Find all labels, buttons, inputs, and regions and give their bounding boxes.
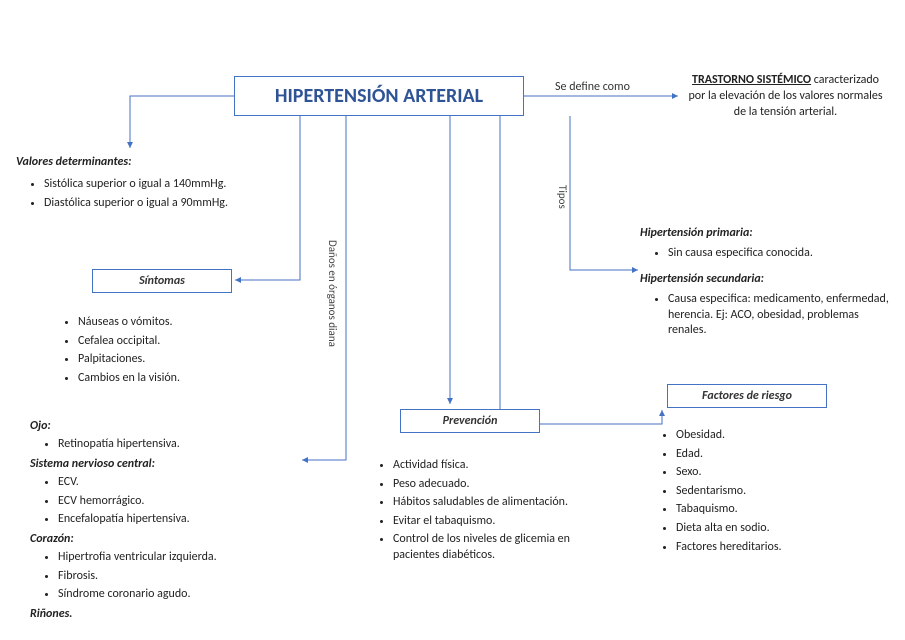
tipos-head-1: Hipertensión secundaria: bbox=[640, 271, 890, 288]
list-item: Retinopatía hipertensiva. bbox=[58, 437, 310, 453]
tipos-head-0: Hipertensión primaria: bbox=[640, 225, 890, 242]
list-item: Hipertrofia ventricular izquierda. bbox=[58, 550, 310, 566]
list-item: Hábitos saludables de alimentación. bbox=[393, 495, 605, 511]
factores-block: Obesidad. Edad. Sexo. Sedentarismo. Taba… bbox=[648, 425, 868, 558]
list-item: Control de los niveles de glicemia en pa… bbox=[393, 532, 605, 563]
factores-box: Factores de riesgo bbox=[667, 384, 827, 408]
list-item: Evitar el tabaquismo. bbox=[393, 514, 605, 530]
list-item: Cefalea occipital. bbox=[78, 334, 270, 350]
list-item: Sedentarismo. bbox=[676, 484, 868, 500]
main-title-box: HIPERTENSIÓN ARTERIAL bbox=[234, 76, 524, 116]
sintomas-box: Síntomas bbox=[92, 269, 232, 293]
danos-head-0: Ojo: bbox=[30, 418, 310, 434]
list-item: Encefalopatía hipertensiva. bbox=[58, 512, 310, 528]
list-item: Náuseas o vómitos. bbox=[78, 315, 270, 331]
sintomas-block: Náuseas o vómitos. Cefalea occipital. Pa… bbox=[50, 312, 270, 389]
list-item: Fibrosis. bbox=[58, 569, 310, 585]
list-item: Sistólica superior o igual a 140mmHg. bbox=[44, 177, 356, 193]
danos-block: Ojo: Retinopatía hipertensiva. Sistema n… bbox=[30, 418, 310, 622]
prevencion-block: Actividad física. Peso adecuado. Hábitos… bbox=[365, 455, 605, 567]
sintomas-title: Síntomas bbox=[139, 274, 185, 288]
valores-block: Valores determinantes: Sistólica superio… bbox=[16, 155, 356, 214]
list-item: Edad. bbox=[676, 447, 868, 463]
connector-tipos: Tipos bbox=[556, 185, 569, 209]
list-item: Obesidad. bbox=[676, 428, 868, 444]
danos-list-0: Retinopatía hipertensiva. bbox=[30, 437, 310, 453]
list-item: Peso adecuado. bbox=[393, 477, 605, 493]
danos-list-2: Hipertrofia ventricular izquierda. Fibro… bbox=[30, 550, 310, 603]
factores-title: Factores de riesgo bbox=[702, 389, 792, 403]
danos-list-1: ECV. ECV hemorrágico. Encefalopatía hipe… bbox=[30, 475, 310, 528]
prevencion-box: Prevención bbox=[400, 409, 540, 433]
list-item: ECV hemorrágico. bbox=[58, 494, 310, 510]
list-item: Sexo. bbox=[676, 465, 868, 481]
list-item: ECV. bbox=[58, 475, 310, 491]
list-item: Tabaquismo. bbox=[676, 502, 868, 518]
list-item: Actividad física. bbox=[393, 458, 605, 474]
list-item: Sin causa especifica conocida. bbox=[668, 246, 890, 262]
list-item: Diastólica superior o igual a 90mmHg. bbox=[44, 196, 356, 212]
prevencion-list: Actividad física. Peso adecuado. Hábitos… bbox=[365, 458, 605, 564]
tipos-list-0: Sin causa especifica conocida. bbox=[640, 246, 890, 262]
tipos-block: Hipertensión primaria: Sin causa especif… bbox=[640, 225, 890, 342]
list-item: Dieta alta en sodio. bbox=[676, 521, 868, 537]
list-item: Cambios en la visión. bbox=[78, 371, 270, 387]
prevencion-title: Prevención bbox=[443, 414, 498, 428]
definition-title: TRASTORNO SISTÉMICO bbox=[692, 73, 811, 87]
list-item: Causa especifica: medicamento, enfermeda… bbox=[668, 292, 890, 339]
list-item: Factores hereditarios. bbox=[676, 540, 868, 556]
valores-list: Sistólica superior o igual a 140mmHg. Di… bbox=[16, 177, 356, 211]
connector-danos: Daños en órganos diana bbox=[326, 240, 339, 347]
definition-block: TRASTORNO SISTÉMICO caracterizado por la… bbox=[688, 72, 883, 121]
danos-head-1: Sistema nervioso central: bbox=[30, 456, 310, 472]
sintomas-list: Náuseas o vómitos. Cefalea occipital. Pa… bbox=[50, 315, 270, 386]
tipos-list-1: Causa especifica: medicamento, enfermeda… bbox=[640, 292, 890, 339]
main-title: HIPERTENSIÓN ARTERIAL bbox=[275, 84, 483, 108]
connector-definicion: Se define como bbox=[555, 80, 630, 94]
list-item: Palpitaciones. bbox=[78, 352, 270, 368]
valores-title: Valores determinantes: bbox=[16, 155, 356, 169]
danos-head-3: Riñones. bbox=[30, 606, 310, 622]
factores-list: Obesidad. Edad. Sexo. Sedentarismo. Taba… bbox=[648, 428, 868, 555]
list-item: Síndrome coronario agudo. bbox=[58, 587, 310, 603]
danos-head-2: Corazón: bbox=[30, 531, 310, 547]
